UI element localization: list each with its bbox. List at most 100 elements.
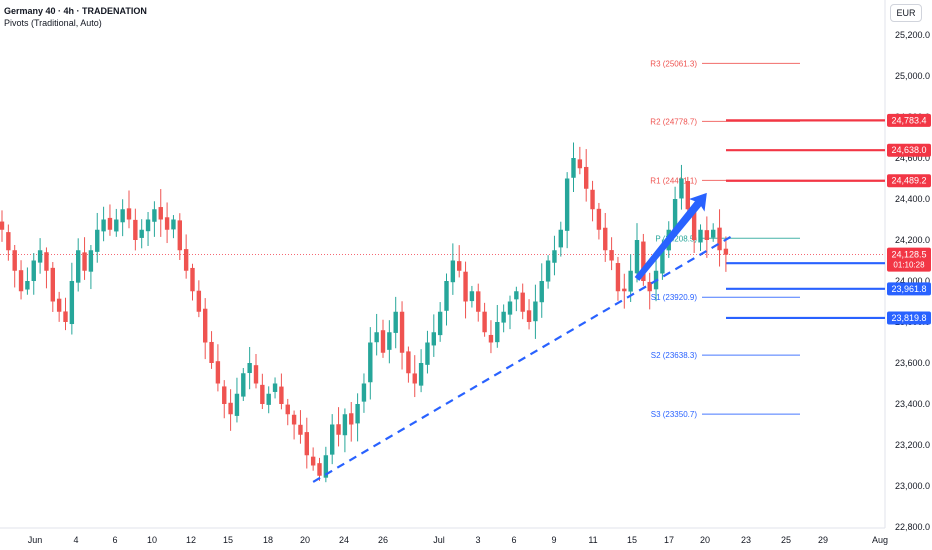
candle-body [685,181,690,210]
candle [291,410,297,440]
candle-body [279,386,284,404]
trendline [312,234,733,483]
candle-body [711,229,716,238]
candle-body [158,207,163,220]
candle-body [501,311,506,323]
candle-body [336,424,341,435]
candle [520,283,525,320]
candle-body [399,311,405,353]
candle-body [0,221,5,230]
current-price-tag [887,247,931,272]
candle-body [317,463,322,476]
x-tick-label: Jun [28,535,43,545]
candle-body [393,311,398,333]
x-tick-label: 23 [741,535,751,545]
candle-body [463,271,468,302]
candle-body [152,209,157,222]
indicator-label[interactable]: Pivots (Traditional, Auto) [4,18,102,28]
candle [571,142,576,193]
y-tick-label: 24,400.0 [895,194,930,204]
price-axis[interactable]: 22,800.0 23,000.0 23,200.0 23,400.0 23,600.0… [887,30,931,532]
chart-title: Germany 40 · 4h · TRADENATION [4,6,147,16]
candle [18,260,24,300]
candle-body [241,373,246,397]
resistance-level-tag [887,143,931,157]
x-tick-label: 24 [339,535,349,545]
candle-body [95,229,100,252]
x-tick-label: 15 [223,535,233,545]
candle [552,235,557,276]
candle-body [723,248,729,255]
candle [495,304,500,348]
candle-body [444,281,449,311]
candle-body [266,393,271,405]
candle-body [691,209,697,240]
x-tick-label: 26 [378,535,388,545]
candle [342,408,348,453]
candle [507,295,513,330]
candle-body [114,219,119,232]
candle [177,213,182,260]
candle [437,302,443,342]
candle-body [37,250,43,263]
x-tick-label: 18 [263,535,273,545]
pivot-label-S1: S1 (23920.9) [651,293,698,302]
y-tick-label: 23,400.0 [895,399,930,409]
candle-body [139,229,144,238]
candle-body [418,363,424,386]
candle [126,190,132,229]
candle-body [698,229,703,243]
pivot-label-R2: R2 (24778.7) [650,117,697,126]
candle-body [310,456,316,466]
candle-body [133,219,138,240]
candle-body [342,414,348,436]
projection-arrow [634,192,707,281]
candle-body [368,342,373,383]
currency-button[interactable]: EUR [890,4,922,22]
candle-body [215,361,221,384]
candle-body [361,383,367,402]
candle [120,199,125,237]
candle [717,209,722,267]
candle [698,224,703,251]
resistance-level-tag [887,113,931,127]
x-tick-label: 6 [112,535,117,545]
candle [37,238,43,274]
candle [101,206,106,242]
pivot-label-S3: S3 (23350.7) [651,410,698,419]
candle [145,212,151,246]
candle-body [82,252,87,271]
candle-body [380,330,386,353]
candle-body [6,232,11,251]
candle [241,367,246,401]
candle-body [374,332,379,343]
candle [203,298,208,360]
candle-body [450,260,456,283]
y-tick-label: 23,000.0 [895,481,930,491]
candle [336,407,341,447]
y-tick-label: 25,200.0 [895,30,930,40]
candle-body [672,199,678,230]
candle-body [44,252,49,271]
candle-body [609,250,614,261]
candle-body [291,414,297,425]
candle [406,346,411,383]
candle [12,244,17,288]
candle [266,386,271,414]
candle [25,267,30,295]
candle [76,238,81,292]
candle-body [304,432,309,456]
pivot-label-R3: R3 (25061.3) [650,59,697,68]
x-tick-label: 6 [511,535,516,545]
y-tick-label: 24,000.0 [895,276,930,286]
candle [609,237,614,271]
candle-body [660,250,665,274]
time-axis[interactable]: Jun 4 6 10 12 15 18 20 24 26 Jul 3 6 9 11 15 17 20 23 25 29 A… [28,535,888,545]
candle [95,212,100,263]
candle [171,215,176,239]
candle [488,320,494,354]
candle [711,223,716,242]
candle [298,410,303,444]
candle [393,296,398,349]
